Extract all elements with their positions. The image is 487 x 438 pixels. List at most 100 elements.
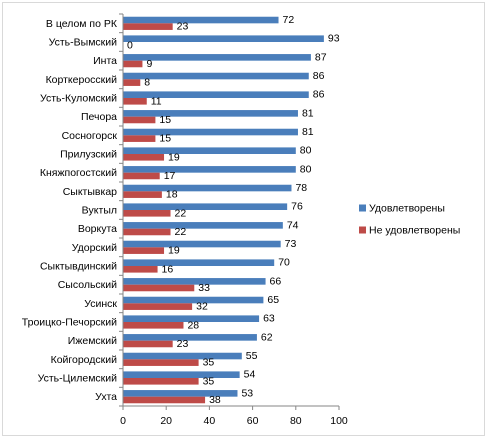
category-label: В целом по РК bbox=[46, 18, 118, 30]
data-label: 19 bbox=[168, 151, 180, 163]
data-label: 65 bbox=[267, 294, 279, 306]
data-label: 93 bbox=[328, 33, 340, 45]
bar-satisfied bbox=[123, 35, 324, 42]
bar-not-satisfied bbox=[123, 322, 184, 329]
x-tick-label: 0 bbox=[120, 415, 126, 427]
data-label: 78 bbox=[295, 182, 307, 194]
data-label: 0 bbox=[127, 39, 133, 51]
data-label: 72 bbox=[283, 14, 295, 26]
category-label: Сыктывдинский bbox=[40, 261, 117, 273]
bar-satisfied bbox=[123, 390, 238, 397]
x-tick-label: 20 bbox=[160, 415, 172, 427]
bar-not-satisfied bbox=[123, 172, 160, 180]
data-label: 32 bbox=[196, 301, 208, 313]
legend: Удовлетворены Не удовлетворены bbox=[359, 203, 460, 237]
bar-satisfied bbox=[123, 296, 264, 304]
bar-satisfied bbox=[123, 72, 309, 80]
legend-label: Удовлетворены bbox=[369, 203, 445, 215]
category-label: Печора bbox=[81, 111, 117, 123]
bar-not-satisfied bbox=[123, 228, 171, 236]
category-label: Сосногорск bbox=[62, 130, 118, 142]
category-label: Княжпогостский bbox=[40, 167, 117, 179]
bar-satisfied bbox=[123, 147, 296, 154]
bar-not-satisfied bbox=[123, 79, 141, 86]
bar-satisfied bbox=[123, 278, 266, 285]
bar-not-satisfied bbox=[123, 210, 171, 217]
category-label: Удорский bbox=[72, 242, 117, 254]
data-label: 55 bbox=[246, 350, 258, 362]
bar-not-satisfied bbox=[123, 116, 156, 124]
bar-satisfied bbox=[123, 222, 283, 229]
data-label: 66 bbox=[270, 275, 282, 287]
data-label: 8 bbox=[144, 77, 150, 89]
category-label: Инта bbox=[93, 55, 117, 67]
category-label: Сыктывкар bbox=[63, 186, 117, 198]
category-label: Воркута bbox=[78, 223, 117, 235]
category-labels: В целом по РК Усть-Вымский Инта Корткеросск… bbox=[22, 18, 118, 403]
category-label: Усть-Вымский bbox=[49, 37, 117, 49]
data-label: 74 bbox=[287, 219, 299, 231]
legend-swatch bbox=[359, 226, 366, 234]
data-label: 11 bbox=[151, 95, 162, 107]
bar-not-satisfied bbox=[123, 266, 158, 273]
category-label: Сысольский bbox=[58, 279, 117, 291]
data-label: 76 bbox=[291, 201, 303, 213]
category-label: Усинск bbox=[84, 298, 117, 310]
bar-satisfied bbox=[123, 184, 292, 192]
data-label: 16 bbox=[162, 263, 174, 275]
data-label: 63 bbox=[263, 313, 275, 325]
data-label: 28 bbox=[187, 319, 199, 331]
bar-satisfied bbox=[123, 240, 281, 248]
category-label: Койгородский bbox=[51, 354, 118, 366]
category-label: Корткеросский bbox=[46, 74, 118, 86]
data-label: 19 bbox=[168, 245, 180, 257]
data-label: 23 bbox=[177, 21, 189, 33]
legend-swatch bbox=[359, 204, 366, 212]
data-label: 70 bbox=[278, 257, 290, 269]
x-tick-label: 80 bbox=[290, 415, 302, 427]
bar-not-satisfied bbox=[123, 284, 195, 292]
data-label: 62 bbox=[261, 331, 273, 343]
axes: 0 20 40 60 80 100 bbox=[119, 13, 348, 427]
data-label: 15 bbox=[159, 133, 171, 145]
bar-satisfied bbox=[123, 54, 311, 61]
bars-group bbox=[123, 16, 324, 404]
data-label: 38 bbox=[209, 394, 221, 406]
bar-not-satisfied bbox=[123, 23, 173, 30]
data-label: 15 bbox=[159, 114, 171, 126]
data-label: 81 bbox=[302, 126, 314, 138]
bar-chart: В целом по РК Усть-Вымский Инта Корткеросск… bbox=[22, 13, 460, 427]
category-label: Троицко-Печорский bbox=[22, 317, 117, 329]
data-label: 54 bbox=[244, 369, 256, 381]
data-label: 86 bbox=[313, 89, 325, 101]
bar-not-satisfied bbox=[123, 396, 206, 404]
bar-not-satisfied bbox=[123, 98, 147, 105]
category-label: Вуктыл bbox=[82, 205, 117, 217]
data-label: 35 bbox=[203, 375, 215, 387]
bar-not-satisfied bbox=[123, 154, 165, 161]
category-label: Ижемский bbox=[68, 335, 117, 347]
x-tick-label: 40 bbox=[204, 415, 216, 427]
category-label: Усть-Куломский bbox=[40, 93, 117, 105]
bar-satisfied bbox=[123, 110, 298, 117]
data-label: 9 bbox=[146, 58, 152, 70]
data-label: 87 bbox=[315, 51, 327, 63]
data-label: 33 bbox=[198, 282, 210, 294]
bar-not-satisfied bbox=[123, 247, 165, 254]
bar-not-satisfied bbox=[123, 191, 162, 198]
data-label: 22 bbox=[175, 207, 187, 219]
data-label: 18 bbox=[166, 189, 178, 201]
category-label: Прилузский bbox=[60, 149, 117, 161]
bar-satisfied bbox=[123, 352, 242, 360]
bar-not-satisfied bbox=[123, 340, 173, 348]
bar-satisfied bbox=[123, 371, 240, 378]
bar-satisfied bbox=[123, 203, 288, 210]
data-labels: 72 23 93 0 87 9 86 8 86 11 81 15 81 15 80 19 80 17 78 18 76 2… bbox=[127, 14, 340, 406]
data-label: 81 bbox=[302, 107, 314, 119]
bar-satisfied bbox=[123, 128, 298, 136]
legend-label: Не удовлетворены bbox=[369, 225, 460, 237]
bar-not-satisfied bbox=[123, 359, 199, 366]
data-label: 73 bbox=[285, 238, 297, 250]
category-label: Ухта bbox=[95, 391, 117, 403]
